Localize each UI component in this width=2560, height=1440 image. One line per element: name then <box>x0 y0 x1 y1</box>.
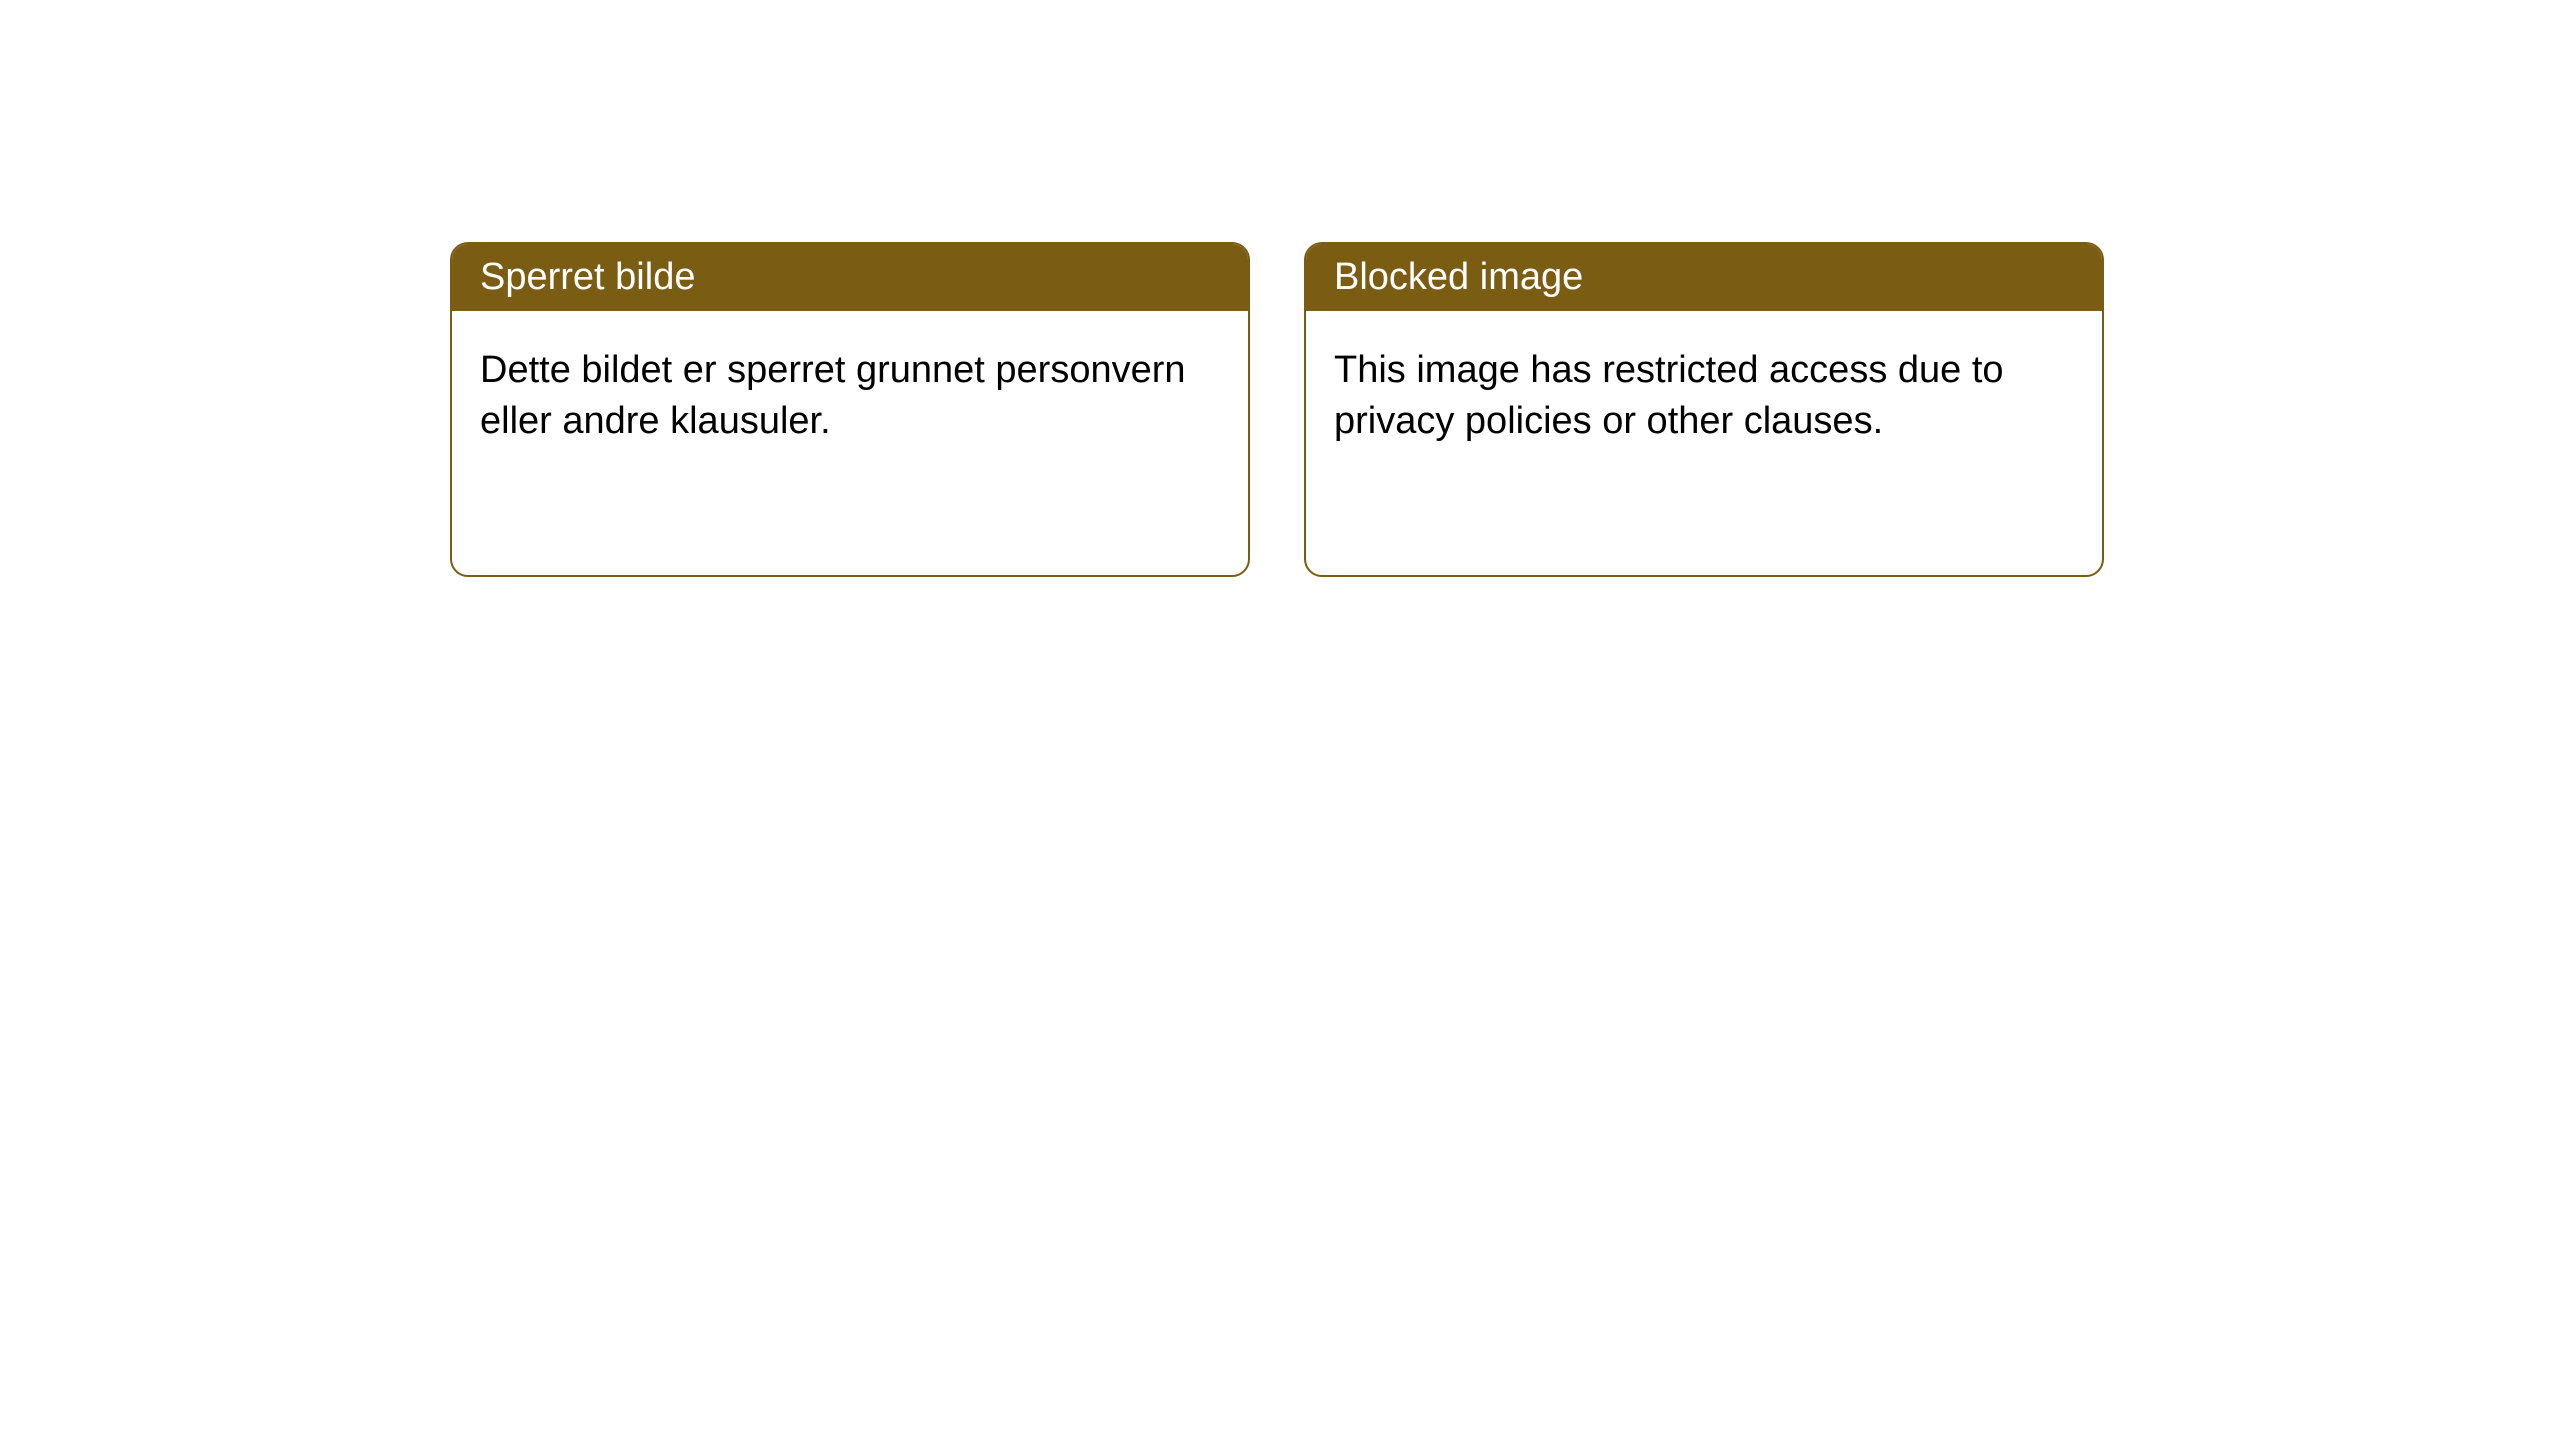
notice-card-english: Blocked image This image has restricted … <box>1304 242 2104 577</box>
notice-container: Sperret bilde Dette bildet er sperret gr… <box>450 242 2104 577</box>
notice-card-norwegian: Sperret bilde Dette bildet er sperret gr… <box>450 242 1250 577</box>
card-body: This image has restricted access due to … <box>1306 311 2102 482</box>
card-body-text: This image has restricted access due to … <box>1334 349 2004 442</box>
card-header: Blocked image <box>1306 244 2102 311</box>
card-title: Sperret bilde <box>480 256 695 298</box>
card-header: Sperret bilde <box>452 244 1248 311</box>
card-body: Dette bildet er sperret grunnet personve… <box>452 311 1248 482</box>
card-body-text: Dette bildet er sperret grunnet personve… <box>480 349 1186 442</box>
card-title: Blocked image <box>1334 256 1583 298</box>
